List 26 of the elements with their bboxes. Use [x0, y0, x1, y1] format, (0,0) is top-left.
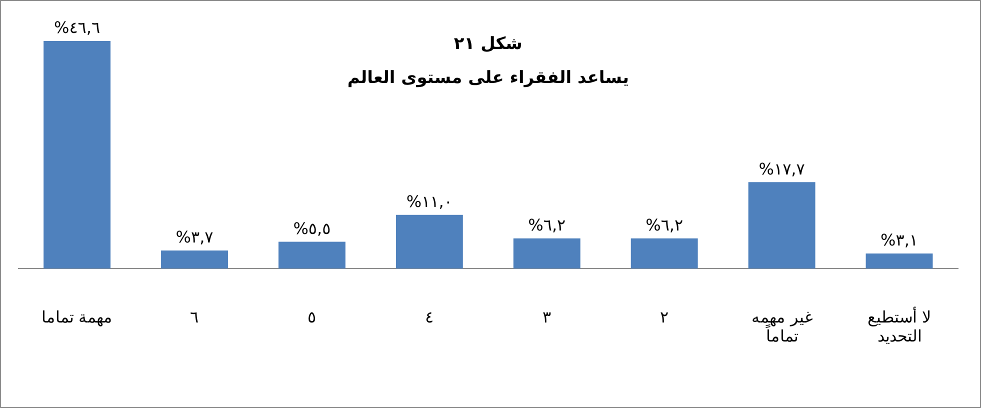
- bar: [44, 41, 111, 269]
- text: يساعد الفقراء على مستوى العالم: [347, 68, 629, 88]
- x-tick-label: ٥: [307, 307, 316, 326]
- x-tick-label: ٦: [190, 307, 200, 326]
- data-label: %٦,٢: [528, 215, 566, 234]
- bar: [748, 182, 816, 269]
- bar: [161, 250, 228, 269]
- bar: [866, 253, 933, 269]
- data-label: %٣,١: [880, 230, 918, 250]
- x-tick-label: ٣: [542, 307, 552, 326]
- x-tick-label: ٤: [424, 307, 434, 326]
- data-label: %٥,٥: [293, 218, 331, 238]
- bar: [278, 242, 346, 269]
- chart-title: شكل ٢١: [454, 34, 522, 54]
- x-tick-label: مهمة تماما: [41, 307, 113, 326]
- x-tick-label: ٢: [660, 307, 669, 326]
- data-label: %٣,٧: [176, 228, 214, 247]
- bar: [396, 214, 463, 269]
- bar: [513, 238, 580, 269]
- data-label: %١٧,٧: [758, 159, 806, 178]
- data-label: %٦,٢: [646, 215, 684, 234]
- x-tick-label: غير مهمه تماماً: [751, 307, 812, 346]
- data-label: %٤٦,٦: [54, 18, 100, 38]
- bar: [630, 238, 698, 269]
- x-tick-label: لا أستطيع التحديد: [868, 306, 931, 346]
- data-label: %١١,٠: [406, 192, 452, 212]
